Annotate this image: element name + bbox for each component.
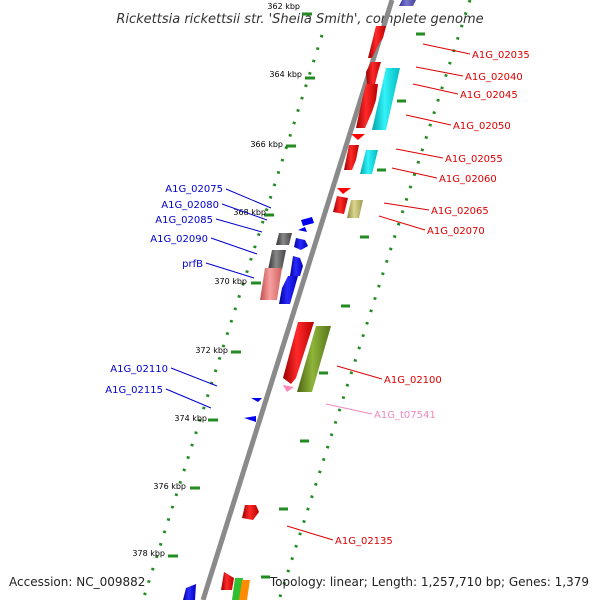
tick-label: 366 kbp xyxy=(250,140,283,149)
feature-bottom-orange xyxy=(239,580,250,600)
gene-label-a1g-02050: A1G_02050 xyxy=(453,121,511,132)
tick-label: 370 kbp xyxy=(214,277,247,286)
tick-label: 374 kbp xyxy=(174,414,207,423)
gene-label-a1g-02065: A1G_02065 xyxy=(431,206,489,217)
tick-labels: 362 kbp 364 kbp 366 kbp 368 kbp 370 kbp … xyxy=(132,2,302,558)
forward-features xyxy=(221,0,416,600)
genome-summary-text: Topology: linear; Length: 1,257,710 bp; … xyxy=(269,575,589,589)
right-leaders xyxy=(286,43,471,541)
feature-a1g-02050-small xyxy=(351,134,365,140)
right-gene-labels: A1G_02035 A1G_02040 A1G_02045 A1G_02050 … xyxy=(335,50,530,547)
gene-label-a1g-02115: A1G_02115 xyxy=(105,385,163,396)
feature-trna-t07541 xyxy=(283,385,294,392)
genome-backbone xyxy=(200,0,395,600)
gene-label-a1g-02080: A1G_02080 xyxy=(161,200,219,211)
left-gene-labels: A1G_02075 A1G_02080 A1G_02085 A1G_02090 … xyxy=(105,184,223,396)
gene-label-a1g-02135: A1G_02135 xyxy=(335,536,393,547)
gene-label-a1g-02035: A1G_02035 xyxy=(472,50,530,61)
gene-label-a1g-02090: A1G_02090 xyxy=(150,234,208,245)
feature-cyan-2 xyxy=(360,150,378,174)
gene-label-a1g-02075: A1G_02075 xyxy=(165,184,223,195)
tick-label: 362 kbp xyxy=(267,2,300,11)
gene-label-a1g-t07541: A1G_t07541 xyxy=(374,410,436,421)
feature-a1g-02055 xyxy=(344,145,359,170)
gene-label-a1g-02045: A1G_02045 xyxy=(460,90,518,101)
gene-label-prfb: prfB xyxy=(182,259,203,270)
feature-cyan-1 xyxy=(372,68,400,130)
map-title: Rickettsia rickettsii str. 'Sheila Smith… xyxy=(116,12,483,27)
right-tick-marks xyxy=(261,32,425,579)
feature-a1g-02100 xyxy=(283,322,314,384)
reverse-features xyxy=(183,217,314,600)
tick-label: 372 kbp xyxy=(195,346,228,355)
left-leaders xyxy=(165,188,272,409)
feature-a1g-02045 xyxy=(356,84,378,128)
tick-label: 368 kbp xyxy=(233,208,266,217)
gene-label-a1g-02070: A1G_02070 xyxy=(427,226,485,237)
feature-khaki xyxy=(347,200,363,218)
feature-a1g-02035 xyxy=(368,26,386,58)
feature-olive xyxy=(297,326,331,392)
gene-label-a1g-02100: A1G_02100 xyxy=(384,375,442,386)
feature-a1g-02085 xyxy=(276,233,292,245)
feature-gray-prfB xyxy=(268,250,286,270)
feature-a1g-02065-small xyxy=(337,188,351,194)
tick-marks xyxy=(168,12,315,558)
feature-purple xyxy=(399,0,416,6)
accession-text: Accession: NC_009882 xyxy=(9,575,145,589)
tick-label: 378 kbp xyxy=(132,549,165,558)
feature-a1g-02075 xyxy=(301,217,314,226)
gene-label-a1g-02085: A1G_02085 xyxy=(155,215,213,226)
feature-a1g-02115 xyxy=(244,416,256,422)
tick-label: 364 kbp xyxy=(269,70,302,79)
feature-a1g-02040 xyxy=(366,62,381,84)
feature-a1g-02090 xyxy=(294,238,308,250)
feature-a1g-02110 xyxy=(251,398,262,402)
tick-label: 376 kbp xyxy=(153,482,186,491)
feature-a1g-02135 xyxy=(242,505,259,520)
gene-label-a1g-02040: A1G_02040 xyxy=(465,72,523,83)
feature-a1g-02065 xyxy=(333,196,348,214)
left-dotted-track xyxy=(141,34,324,600)
leader-trna xyxy=(325,403,373,415)
feature-prfB xyxy=(290,256,303,276)
feature-pink xyxy=(260,268,282,300)
gene-label-a1g-02110: A1G_02110 xyxy=(110,364,168,375)
gene-label-a1g-02055: A1G_02055 xyxy=(445,154,503,165)
feature-blue-large xyxy=(279,276,298,304)
feature-bottom-red xyxy=(221,572,234,590)
feature-a1g-02080 xyxy=(298,227,307,232)
gene-label-a1g-02060: A1G_02060 xyxy=(439,174,497,185)
right-dotted-track xyxy=(277,0,472,600)
feature-bottom-blue xyxy=(183,584,196,600)
